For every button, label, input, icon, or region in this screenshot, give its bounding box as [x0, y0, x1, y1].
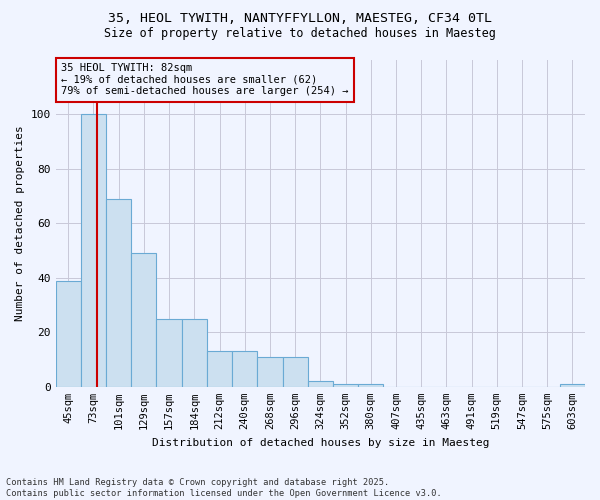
Text: Contains HM Land Registry data © Crown copyright and database right 2025.
Contai: Contains HM Land Registry data © Crown c…	[6, 478, 442, 498]
Bar	[207, 352, 232, 387]
Bar	[308, 382, 333, 387]
Bar	[358, 384, 383, 387]
Text: 35, HEOL TYWITH, NANTYFFYLLON, MAESTEG, CF34 0TL: 35, HEOL TYWITH, NANTYFFYLLON, MAESTEG, …	[108, 12, 492, 26]
Bar	[81, 114, 106, 387]
Y-axis label: Number of detached properties: Number of detached properties	[15, 126, 25, 322]
Bar	[257, 357, 283, 387]
Bar	[106, 199, 131, 387]
Bar	[131, 254, 157, 387]
Text: 35 HEOL TYWITH: 82sqm
← 19% of detached houses are smaller (62)
79% of semi-deta: 35 HEOL TYWITH: 82sqm ← 19% of detached …	[61, 64, 349, 96]
Bar	[232, 352, 257, 387]
Bar	[333, 384, 358, 387]
X-axis label: Distribution of detached houses by size in Maesteg: Distribution of detached houses by size …	[152, 438, 489, 448]
Bar	[560, 384, 585, 387]
Bar	[283, 357, 308, 387]
Bar	[182, 318, 207, 387]
Bar	[157, 318, 182, 387]
Text: Size of property relative to detached houses in Maesteg: Size of property relative to detached ho…	[104, 28, 496, 40]
Bar	[56, 280, 81, 387]
